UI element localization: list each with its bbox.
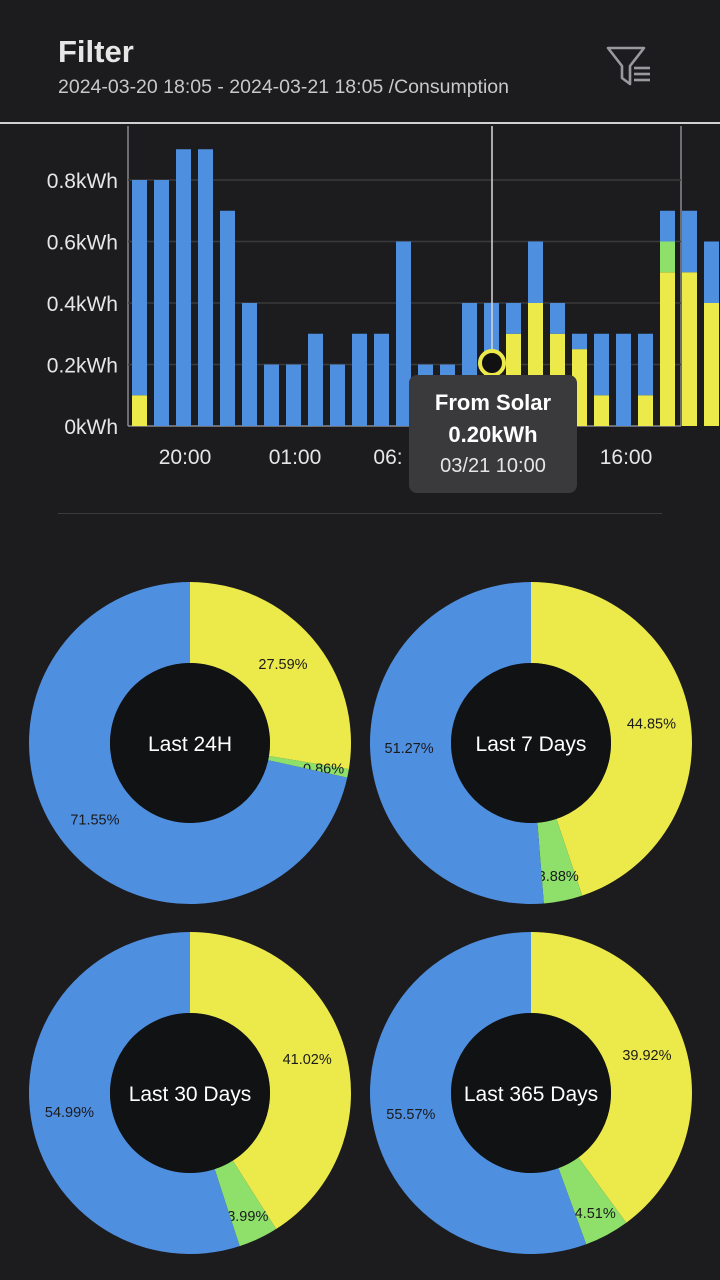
bar-segment-grid[interactable] xyxy=(220,210,235,426)
slice-label: 54.99% xyxy=(45,1105,94,1121)
bar-segment-grid[interactable] xyxy=(132,180,147,396)
x-tick-label: 06: xyxy=(373,446,402,469)
bar-segment-grid[interactable] xyxy=(242,303,257,426)
filter-list-icon xyxy=(606,46,650,86)
tooltip-box xyxy=(409,375,577,493)
bar-segment-solar[interactable] xyxy=(682,272,697,426)
bar-segment-grid[interactable] xyxy=(396,241,411,427)
bar-segment-grid[interactable] xyxy=(154,180,169,426)
slice-label: 3.99% xyxy=(227,1209,268,1225)
tooltip-value: 0.20kWh xyxy=(448,422,537,447)
y-tick-label: 0.6kWh xyxy=(47,232,118,255)
page-title: Filter xyxy=(58,34,134,69)
slice-label: 71.55% xyxy=(70,812,119,828)
bar-segment-grid[interactable] xyxy=(308,333,323,426)
donut-slice[interactable] xyxy=(190,932,351,1230)
bar-segment-grid[interactable] xyxy=(506,303,521,334)
x-tick-label: 01:00 xyxy=(269,446,322,469)
donut-center-label: Last 24H xyxy=(148,733,232,756)
slice-label: 27.59% xyxy=(258,657,307,673)
bar-segment-grid[interactable] xyxy=(616,333,631,426)
donut-center-label: Last 7 Days xyxy=(476,733,587,756)
tooltip-title: From Solar xyxy=(435,390,552,415)
bar-segment-grid[interactable] xyxy=(682,210,697,273)
donut-hole xyxy=(110,663,270,823)
donut-chart: 41.02% 3.99% 54.99% Last 30 Days xyxy=(29,932,351,1254)
x-tick-label: 20:00 xyxy=(159,446,212,469)
consumption-bar-chart[interactable]: 0kWh 0.2kWh 0.4kWh 0.6kWh 0.8kWh 20:00 01:00 06… xyxy=(0,126,720,506)
slice-label: 41.02% xyxy=(283,1052,332,1068)
donut-slice[interactable] xyxy=(531,932,693,1223)
donut-slice[interactable] xyxy=(28,582,348,904)
bar-segment-solar[interactable] xyxy=(132,395,147,426)
donut-chart: 27.59%0.86%71.55%Last 24H xyxy=(28,582,351,904)
donut-hole xyxy=(110,1013,270,1173)
bar-segment-grid[interactable] xyxy=(330,364,345,427)
bar-segment-grid[interactable] xyxy=(528,241,543,304)
header: Filter 2024-03-20 18:05 - 2024-03-21 18:… xyxy=(0,0,720,124)
donut-slice[interactable] xyxy=(214,1160,277,1247)
donut-slice[interactable] xyxy=(190,582,351,770)
donut-slice[interactable] xyxy=(537,818,583,904)
donut-slice[interactable] xyxy=(29,932,240,1254)
donut-center-label: Last 365 Days xyxy=(464,1083,598,1106)
y-tick-label: 0.8kWh xyxy=(47,170,118,193)
bar-segment-grid[interactable] xyxy=(264,364,279,427)
date-range-subtitle: 2024-03-20 18:05 - 2024-03-21 18:05 /Con… xyxy=(58,76,509,98)
bar-segment-solar[interactable] xyxy=(660,272,675,426)
bar-segment-solar[interactable] xyxy=(704,303,719,426)
bar-segment-grid[interactable] xyxy=(286,364,301,427)
donut-chart: 44.85% 3.88% 51.27% Last 7 Days xyxy=(370,582,693,904)
slice-label: 39.92% xyxy=(622,1048,671,1064)
bar-segment-solar[interactable] xyxy=(594,395,609,426)
bar-segment-grid[interactable] xyxy=(198,149,213,426)
donut-slice[interactable] xyxy=(531,582,693,896)
bar-segment-grid[interactable] xyxy=(638,333,653,396)
donut-chart: 39.92% 4.51% 55.57% Last 365 Days xyxy=(370,932,693,1254)
bar-segment-battery[interactable] xyxy=(660,241,675,273)
donut-center-label: Last 30 Days xyxy=(129,1083,252,1106)
divider xyxy=(58,513,662,514)
y-tick-label: 0.2kWh xyxy=(47,355,118,378)
slice-label: 44.85% xyxy=(627,716,676,732)
bar-segment-solar[interactable] xyxy=(638,395,653,426)
tooltip: From Solar 0.20kWh 03/21 10:00 xyxy=(409,375,577,493)
bar-segment-grid[interactable] xyxy=(572,333,587,350)
donut-slice[interactable] xyxy=(558,1157,627,1245)
bar-segment-grid[interactable] xyxy=(352,333,367,426)
bar-segment-grid[interactable] xyxy=(374,333,389,426)
slice-label: 55.57% xyxy=(386,1107,435,1123)
tooltip-time: 03/21 10:00 xyxy=(440,455,546,477)
donut-hole xyxy=(451,663,611,823)
filter-button[interactable] xyxy=(600,40,656,94)
bar-segment-grid[interactable] xyxy=(660,210,675,242)
donut-hole xyxy=(451,1013,611,1173)
bar-segment-grid[interactable] xyxy=(594,333,609,396)
donut-slice[interactable] xyxy=(268,755,349,778)
bar-segment-grid[interactable] xyxy=(550,303,565,334)
x-tick-label: 16:00 xyxy=(600,446,653,469)
bar-segment-grid[interactable] xyxy=(704,241,719,304)
donut-slice[interactable] xyxy=(370,582,544,904)
y-tick-label: 0.4kWh xyxy=(47,293,118,316)
slice-label: 51.27% xyxy=(385,741,434,757)
slice-label: 4.51% xyxy=(575,1206,616,1222)
bar-segment-grid[interactable] xyxy=(176,149,191,426)
slice-label: 3.88% xyxy=(538,869,579,885)
y-tick-label: 0kWh xyxy=(64,416,118,439)
donut-slice[interactable] xyxy=(370,932,587,1254)
